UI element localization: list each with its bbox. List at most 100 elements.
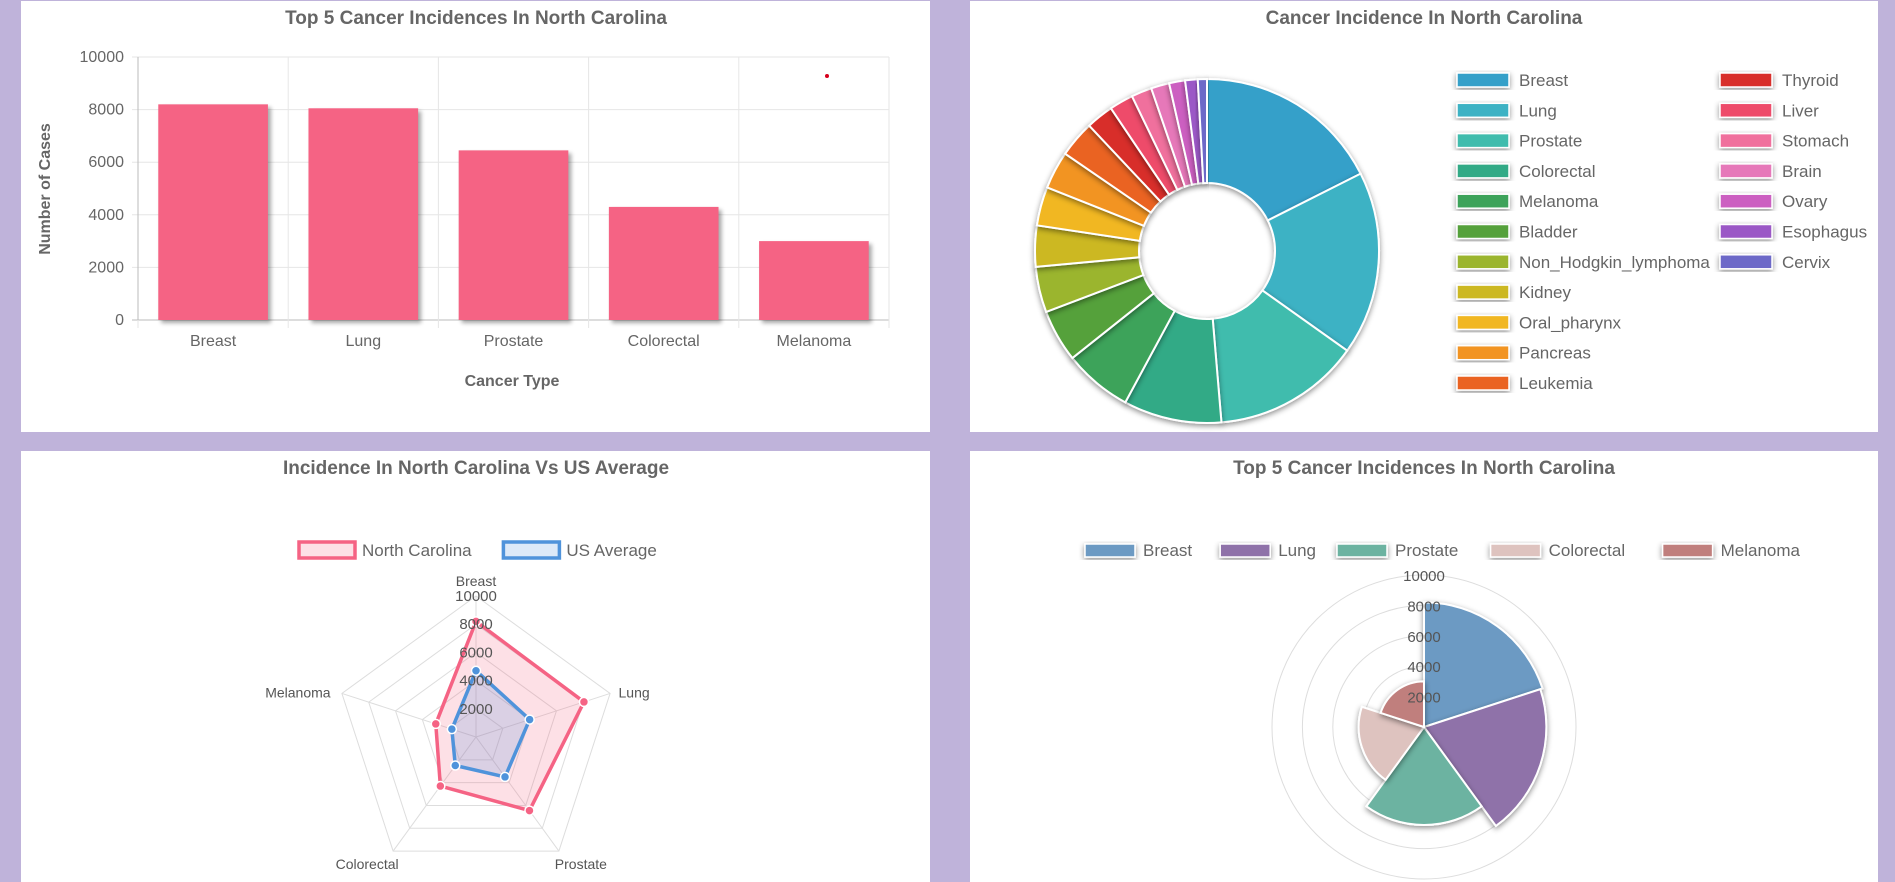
- radar-series-us-average: [450, 668, 532, 779]
- legend-swatch-oral-pharynx: [1456, 314, 1510, 331]
- legend-label-oral-pharynx: Oral_pharynx: [1519, 313, 1622, 332]
- radar-point-north-carolina: [470, 616, 482, 627]
- bar-chart: Top 5 Cancer Incidences In North Carolin…: [37, 8, 890, 390]
- y-tick-label: 10000: [80, 49, 125, 66]
- slice-breast: [1206, 77, 1362, 222]
- radar-axis-label-prostate: Prostate: [555, 856, 607, 872]
- radar-tick-label: 10000: [455, 588, 497, 605]
- radar-spoke: [475, 736, 560, 852]
- legend-swatch-colorectal: [1489, 543, 1542, 558]
- radar-chart-title: Incidence In North Carolina Vs US Averag…: [283, 458, 669, 479]
- radar-point-us-average: [446, 723, 458, 735]
- legend-label-colorectal: Colorectal: [1519, 162, 1596, 181]
- legend-swatch-prostate: [1456, 132, 1510, 149]
- legend-label-prostate: Prostate: [1519, 132, 1582, 151]
- bar-colorectal: [608, 206, 719, 320]
- x-tick-label: Breast: [190, 333, 237, 350]
- polar-chart-title: Top 5 Cancer Incidences In North Carolin…: [1233, 458, 1615, 479]
- legend-label-brain: Brain: [1782, 162, 1822, 181]
- bar-chart-y-axis-label: Number of Cases: [37, 123, 54, 255]
- legend-swatch-bladder: [1456, 223, 1510, 240]
- legend-swatch-brain: [1719, 163, 1773, 179]
- polar-tick-label: 8000: [1407, 598, 1440, 615]
- y-tick-label: 0: [115, 312, 124, 329]
- radar-gridline: [394, 651, 558, 806]
- polar-tick-label: 2000: [1407, 690, 1440, 707]
- bar-chart-plot: 0 2000 4000 6000 8000 10000 Breast Lung Prostate…: [80, 49, 890, 350]
- slice-lung: [1261, 172, 1380, 353]
- x-tick-label: Melanoma: [777, 333, 852, 350]
- legend-label-liver: Liver: [1782, 101, 1819, 120]
- legend-swatch-melanoma: [1456, 193, 1510, 209]
- x-tick-label: Colorectal: [628, 333, 700, 350]
- bar-chart-x-axis-label: Cancer Type: [465, 373, 560, 390]
- radar-axis-label-lung: Lung: [619, 684, 650, 700]
- legend-swatch-thyroid: [1719, 72, 1773, 88]
- polar-area-chart: Top 5 Cancer Incidences In North Carolin…: [1084, 458, 1801, 880]
- doughnut-chart-title: Cancer Incidence In North Carolina: [1266, 8, 1583, 29]
- legend-swatch-breast: [1084, 543, 1136, 558]
- radar-point-us-average: [450, 760, 461, 771]
- legend-swatch-lung: [1219, 543, 1271, 558]
- radar-point-us-average: [470, 665, 482, 676]
- radar-spoke: [392, 736, 477, 852]
- bar-chart-panel: Top 5 Cancer Incidences In North Carolin…: [21, 1, 930, 432]
- legend-label-stomach: Stomach: [1782, 132, 1849, 151]
- polar-tick-label: 4000: [1407, 659, 1440, 676]
- radar-point-north-carolina: [430, 718, 442, 730]
- radar-chart: Incidence In North Carolina Vs US Averag…: [265, 458, 669, 872]
- radar-point-north-carolina: [524, 805, 535, 816]
- legend-label-prostate: Prostate: [1395, 541, 1458, 560]
- legend-label-north-carolina: North Carolina: [362, 541, 472, 560]
- legend-label-leukemia: Leukemia: [1519, 374, 1593, 393]
- legend-swatch-prostate: [1336, 543, 1388, 558]
- polar-segment-prostate: [1364, 725, 1484, 826]
- polar-segment-breast: [1423, 601, 1544, 729]
- slice-prostate: [1211, 288, 1349, 424]
- legend-swatch-ovary: [1719, 193, 1773, 209]
- legend-label-cervix: Cervix: [1782, 253, 1831, 272]
- legend-label-breast: Breast: [1519, 71, 1568, 90]
- polar-tick-label: 10000: [1403, 568, 1445, 585]
- legend-label-bladder: Bladder: [1519, 223, 1578, 242]
- legend-swatch-lung: [1456, 102, 1510, 119]
- legend-swatch-non-hodgkin-lymphoma: [1456, 254, 1510, 270]
- radar-point-north-carolina: [578, 696, 590, 708]
- legend-label-non-hodgkin-lymphoma: Non_Hodgkin_lymphoma: [1519, 253, 1710, 272]
- doughnut-chart-panel: Cancer Incidence In North Carolina Breas…: [970, 1, 1878, 432]
- legend-label-ovary: Ovary: [1782, 192, 1828, 211]
- polar-segment-lung: [1422, 687, 1548, 828]
- y-tick-label: 4000: [88, 207, 124, 224]
- legend-label-pancreas: Pancreas: [1519, 344, 1591, 363]
- polar-segment-melanoma: [1379, 680, 1425, 729]
- radar-legend: North Carolina US Average: [297, 540, 657, 560]
- x-tick-label: Lung: [346, 333, 382, 350]
- legend-label-melanoma: Melanoma: [1519, 192, 1599, 211]
- stray-dot: [825, 74, 829, 78]
- legend-label-breast: Breast: [1143, 541, 1192, 560]
- polar-tick-label: 6000: [1407, 629, 1440, 646]
- bar-prostate: [458, 150, 569, 320]
- radar-axis-label-melanoma: Melanoma: [265, 684, 331, 700]
- radar-chart-panel: Incidence In North Carolina Vs US Averag…: [21, 451, 930, 882]
- doughnut-plot: [1034, 77, 1380, 424]
- y-tick-label: 8000: [88, 102, 124, 119]
- legend-label-lung: Lung: [1278, 541, 1316, 560]
- radar-tick-label: 4000: [459, 673, 492, 690]
- legend-swatch-liver: [1719, 102, 1773, 119]
- bar-breast: [158, 104, 268, 320]
- doughnut-legend: Breast Lung Prostate Colorectal Melanoma Blad…: [1456, 71, 1867, 393]
- legend-label-colorectal: Colorectal: [1549, 541, 1626, 560]
- legend-swatch-breast: [1456, 72, 1510, 88]
- legend-swatch-kidney: [1456, 284, 1510, 300]
- radar-tick-label: 6000: [459, 644, 492, 661]
- legend-swatch-north-carolina: [297, 540, 357, 560]
- legend-swatch-colorectal: [1456, 163, 1510, 179]
- radar-point-north-carolina: [435, 780, 446, 792]
- polar-chart-panel: Top 5 Cancer Incidences In North Carolin…: [970, 451, 1878, 882]
- legend-label-kidney: Kidney: [1519, 283, 1571, 302]
- legend-label-us-average: US Average: [566, 541, 656, 560]
- bar-chart-title: Top 5 Cancer Incidences In North Carolin…: [285, 8, 667, 29]
- legend-label-esophagus: Esophagus: [1782, 223, 1867, 242]
